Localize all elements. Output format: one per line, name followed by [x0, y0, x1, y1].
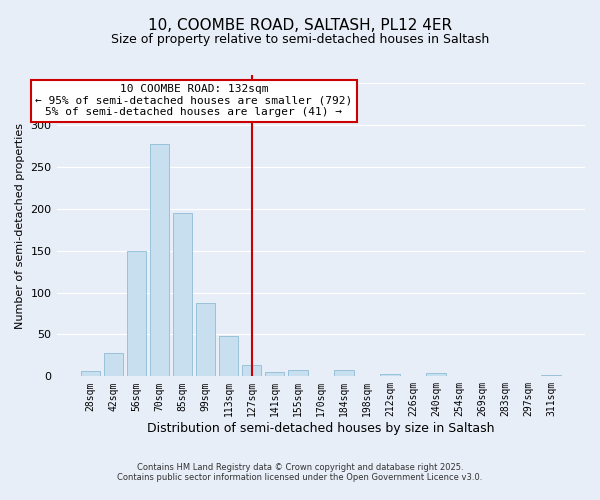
Bar	[104, 353, 123, 376]
Bar	[242, 366, 262, 376]
X-axis label: Distribution of semi-detached houses by size in Saltash: Distribution of semi-detached houses by …	[147, 422, 494, 435]
Bar	[541, 374, 561, 376]
Bar	[149, 144, 169, 376]
Bar	[219, 336, 238, 376]
Bar	[127, 251, 146, 376]
Text: 10, COOMBE ROAD, SALTASH, PL12 4ER: 10, COOMBE ROAD, SALTASH, PL12 4ER	[148, 18, 452, 32]
Bar	[80, 372, 100, 376]
Bar	[426, 373, 446, 376]
Bar	[173, 213, 193, 376]
Y-axis label: Number of semi-detached properties: Number of semi-detached properties	[15, 122, 25, 328]
Bar	[196, 302, 215, 376]
Bar	[380, 374, 400, 376]
Text: 10 COOMBE ROAD: 132sqm
← 95% of semi-detached houses are smaller (792)
5% of sem: 10 COOMBE ROAD: 132sqm ← 95% of semi-det…	[35, 84, 353, 117]
Bar	[334, 370, 353, 376]
Bar	[288, 370, 308, 376]
Text: Contains public sector information licensed under the Open Government Licence v3: Contains public sector information licen…	[118, 474, 482, 482]
Bar	[265, 372, 284, 376]
Text: Size of property relative to semi-detached houses in Saltash: Size of property relative to semi-detach…	[111, 32, 489, 46]
Text: Contains HM Land Registry data © Crown copyright and database right 2025.: Contains HM Land Registry data © Crown c…	[137, 464, 463, 472]
